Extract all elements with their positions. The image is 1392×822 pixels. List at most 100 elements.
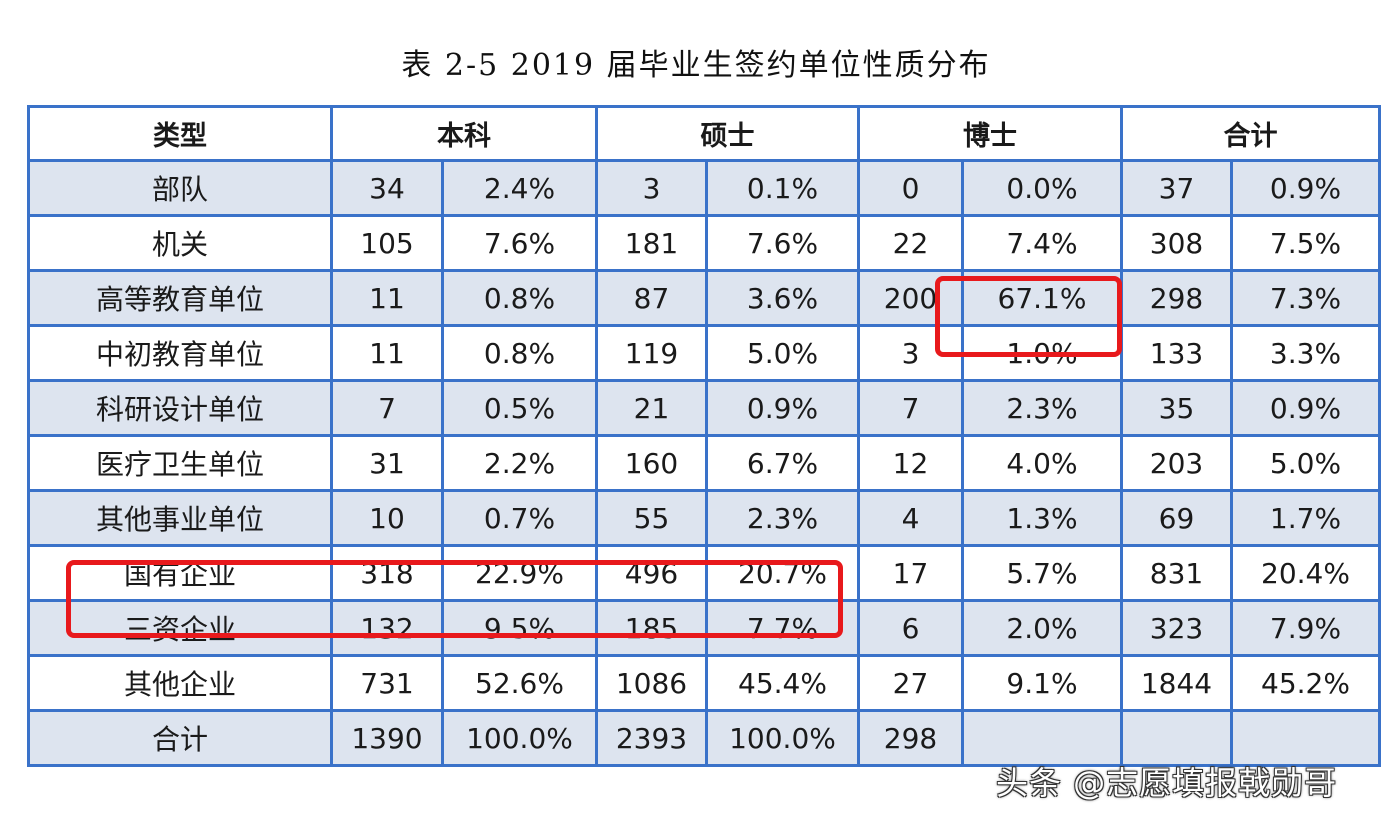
cell-doctor-pct: 2.0% (961, 599, 1123, 657)
cell-undergrad-count: 105 (330, 214, 444, 272)
cell-undergrad-pct: 0.7% (441, 489, 598, 547)
cell-undergrad-count: 132 (330, 599, 444, 657)
table-row: 其他企业 731 52.6% 1086 45.4% 27 9.1% 1844 45.2% (27, 654, 1381, 712)
cell-doctor-pct: 2.3% (961, 379, 1123, 437)
cell-doctor-pct: 0.0% (961, 159, 1123, 217)
table-title: 表 2-5 2019 届毕业生签约单位性质分布 (401, 48, 991, 83)
cell-doctor-pct: 1.3% (961, 489, 1123, 547)
cell-undergrad-count: 318 (330, 544, 444, 602)
cell-total-pct: 45.2% (1230, 654, 1381, 712)
table-row: 高等教育单位 11 0.8% 87 3.6% 200 67.1% 298 7.3% (27, 269, 1381, 327)
cell-master-count: 181 (595, 214, 708, 272)
cell-type: 国有企业 (27, 544, 333, 602)
table-row: 科研设计单位 7 0.5% 21 0.9% 7 2.3% 35 0.9% (27, 379, 1381, 437)
cell-total-count: 133 (1120, 324, 1233, 382)
cell-total-pct: 3.3% (1230, 324, 1381, 382)
cell-master-pct: 7.6% (705, 214, 860, 272)
cell-master-pct: 100.0% (705, 709, 860, 767)
cell-type: 科研设计单位 (27, 379, 333, 437)
cell-master-pct: 3.6% (705, 269, 860, 327)
cell-type: 高等教育单位 (27, 269, 333, 327)
cell-master-pct: 45.4% (705, 654, 860, 712)
cell-undergrad-pct: 22.9% (441, 544, 598, 602)
cell-total-count: 831 (1120, 544, 1233, 602)
cell-type: 医疗卫生单位 (27, 434, 333, 492)
cell-undergrad-count: 731 (330, 654, 444, 712)
cell-master-count: 119 (595, 324, 708, 382)
cell-master-pct: 20.7% (705, 544, 860, 602)
cell-total-pct: 7.3% (1230, 269, 1381, 327)
cell-master-pct: 5.0% (705, 324, 860, 382)
cell-total-pct: 7.5% (1230, 214, 1381, 272)
cell-undergrad-pct: 52.6% (441, 654, 598, 712)
header-undergrad: 本科 (330, 105, 598, 162)
cell-undergrad-pct: 0.5% (441, 379, 598, 437)
cell-doctor-count: 17 (857, 544, 964, 602)
cell-total-pct: 0.9% (1230, 379, 1381, 437)
header-master: 硕士 (595, 105, 860, 162)
total-row: 合计 1390 100.0% 2393 100.0% 298 (27, 709, 1381, 767)
cell-total-pct: 20.4% (1230, 544, 1381, 602)
cell-master-pct: 0.1% (705, 159, 860, 217)
cell-master-count: 185 (595, 599, 708, 657)
cell-doctor-count: 7 (857, 379, 964, 437)
cell-master-pct: 7.7% (705, 599, 860, 657)
cell-doctor-count: 3 (857, 324, 964, 382)
cell-master-pct: 6.7% (705, 434, 860, 492)
cell-type: 三资企业 (27, 599, 333, 657)
cell-total-count: 308 (1120, 214, 1233, 272)
cell-master-pct: 0.9% (705, 379, 860, 437)
cell-master-count: 496 (595, 544, 708, 602)
cell-doctor-pct: 67.1% (961, 269, 1123, 327)
header-row: 类型 本科 硕士 博士 合计 (27, 105, 1381, 162)
cell-master-count: 1086 (595, 654, 708, 712)
cell-total-count: 69 (1120, 489, 1233, 547)
cell-undergrad-pct: 100.0% (441, 709, 598, 767)
cell-total-count: 323 (1120, 599, 1233, 657)
header-type: 类型 (27, 105, 333, 162)
cell-type: 其他企业 (27, 654, 333, 712)
table-row: 机关 105 7.6% 181 7.6% 22 7.4% 308 7.5% (27, 214, 1381, 272)
cell-total-pct (1230, 709, 1381, 767)
cell-undergrad-pct: 2.2% (441, 434, 598, 492)
cell-total-pct: 7.9% (1230, 599, 1381, 657)
cell-type: 部队 (27, 159, 333, 217)
cell-undergrad-pct: 7.6% (441, 214, 598, 272)
cell-master-pct: 2.3% (705, 489, 860, 547)
cell-undergrad-pct: 0.8% (441, 269, 598, 327)
cell-undergrad-count: 1390 (330, 709, 444, 767)
cell-type: 中初教育单位 (27, 324, 333, 382)
cell-undergrad-pct: 2.4% (441, 159, 598, 217)
cell-total-count: 298 (1120, 269, 1233, 327)
cell-doctor-pct: 7.4% (961, 214, 1123, 272)
cell-doctor-pct (961, 709, 1123, 767)
cell-doctor-count: 27 (857, 654, 964, 712)
cell-type: 机关 (27, 214, 333, 272)
cell-total-pct: 5.0% (1230, 434, 1381, 492)
table-row: 中初教育单位 11 0.8% 119 5.0% 3 1.0% 133 3.3% (27, 324, 1381, 382)
cell-undergrad-count: 11 (330, 269, 444, 327)
cell-undergrad-count: 7 (330, 379, 444, 437)
table-row: 国有企业 318 22.9% 496 20.7% 17 5.7% 831 20.4% (27, 544, 1381, 602)
cell-undergrad-count: 10 (330, 489, 444, 547)
distribution-table: 类型 本科 硕士 博士 合计 部队 34 2.4% 3 0.1% 0 0.0% 37 0.9% 机… (27, 105, 1381, 767)
cell-total-count: 203 (1120, 434, 1233, 492)
cell-master-count: 160 (595, 434, 708, 492)
cell-doctor-pct: 5.7% (961, 544, 1123, 602)
cell-total-count: 35 (1120, 379, 1233, 437)
cell-doctor-count: 298 (857, 709, 964, 767)
header-total: 合计 (1120, 105, 1381, 162)
cell-undergrad-count: 11 (330, 324, 444, 382)
cell-undergrad-count: 34 (330, 159, 444, 217)
table-row: 其他事业单位 10 0.7% 55 2.3% 4 1.3% 69 1.7% (27, 489, 1381, 547)
cell-master-count: 87 (595, 269, 708, 327)
table-row: 医疗卫生单位 31 2.2% 160 6.7% 12 4.0% 203 5.0% (27, 434, 1381, 492)
table-row: 部队 34 2.4% 3 0.1% 0 0.0% 37 0.9% (27, 159, 1381, 217)
cell-doctor-count: 4 (857, 489, 964, 547)
cell-doctor-count: 22 (857, 214, 964, 272)
cell-type: 合计 (27, 709, 333, 767)
cell-doctor-pct: 4.0% (961, 434, 1123, 492)
cell-master-count: 21 (595, 379, 708, 437)
watermark: 头条 @志愿填报戟勋哥 (996, 764, 1338, 802)
cell-undergrad-count: 31 (330, 434, 444, 492)
